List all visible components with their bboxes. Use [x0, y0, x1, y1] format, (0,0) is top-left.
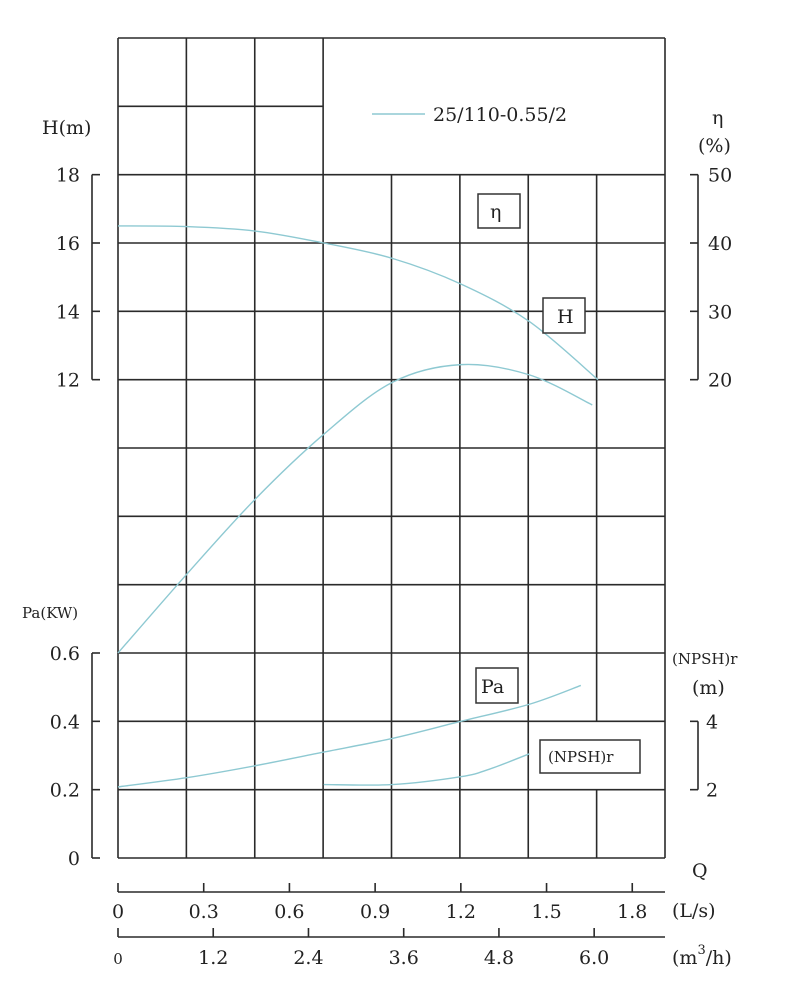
pa-tick-label: 0.4 [50, 711, 80, 733]
eta-tick-label: 50 [708, 165, 732, 187]
npsh-tick-label: 2 [706, 780, 718, 802]
pa-tick-label: 0 [68, 848, 80, 870]
x-tick-label: 1.2 [198, 947, 228, 969]
x-tick-label: 0.3 [189, 901, 219, 923]
m3h-unit: (m3/h) [672, 943, 732, 969]
legend-label: 25/110-0.55/2 [433, 104, 567, 126]
x-tick-label: 0 [112, 901, 124, 923]
curve-npsh [323, 753, 530, 786]
npsh-curve-label: (NPSH)r [548, 748, 614, 766]
labels: 25/110-0.55/2 H(m) Pa(KW) η (%) (NPSH)r … [22, 104, 738, 969]
x-tick-label: 0.6 [274, 901, 304, 923]
h-tick-label: 12 [56, 370, 80, 392]
h-axis-label: H(m) [42, 117, 91, 139]
ls-unit: (L/s) [672, 900, 716, 922]
eta-axis-label: η [712, 107, 723, 129]
npsh-axis-label: (NPSH)r [672, 650, 738, 668]
pa-tick-label: 0.2 [50, 780, 80, 802]
h-tick-label: 14 [56, 301, 80, 323]
grid [117, 37, 666, 859]
q-axis-label: Q [692, 860, 708, 882]
pa-tick-label: 0.6 [50, 643, 80, 665]
x-tick-label: 0 [113, 950, 123, 968]
npsh-label-box [539, 739, 641, 774]
eta-curve-label: η [490, 201, 501, 223]
pa-axis-label: Pa(KW) [22, 604, 78, 622]
eta-axis-unit: (%) [698, 135, 731, 157]
curve-eta [117, 363, 593, 654]
x-tick-label: 1.2 [446, 901, 476, 923]
eta-tick-label: 20 [708, 370, 732, 392]
eta-tick-label: 30 [708, 301, 732, 323]
curves [117, 225, 599, 788]
x-tick-label: 6.0 [579, 947, 609, 969]
x-tick-label: 1.8 [617, 901, 647, 923]
x-tick-label: 3.6 [389, 947, 419, 969]
h-label-box [542, 297, 586, 334]
pa-curve-label: Pa [481, 676, 504, 698]
eta-label-box [477, 193, 521, 229]
eta-tick-label: 40 [708, 233, 732, 255]
x-tick-label: 0.9 [360, 901, 390, 923]
x-tick-label: 4.8 [484, 947, 514, 969]
h-tick-label: 16 [56, 233, 80, 255]
curve-pa [117, 684, 582, 788]
npsh-axis-unit: (m) [692, 677, 725, 699]
curve-h [117, 225, 599, 381]
pa-label-box [475, 667, 519, 704]
x-tick-label: 1.5 [531, 901, 561, 923]
h-tick-label: 18 [56, 165, 80, 187]
npsh-tick-label: 4 [706, 711, 718, 733]
h-curve-label: H [557, 306, 574, 328]
x-tick-label: 2.4 [293, 947, 323, 969]
